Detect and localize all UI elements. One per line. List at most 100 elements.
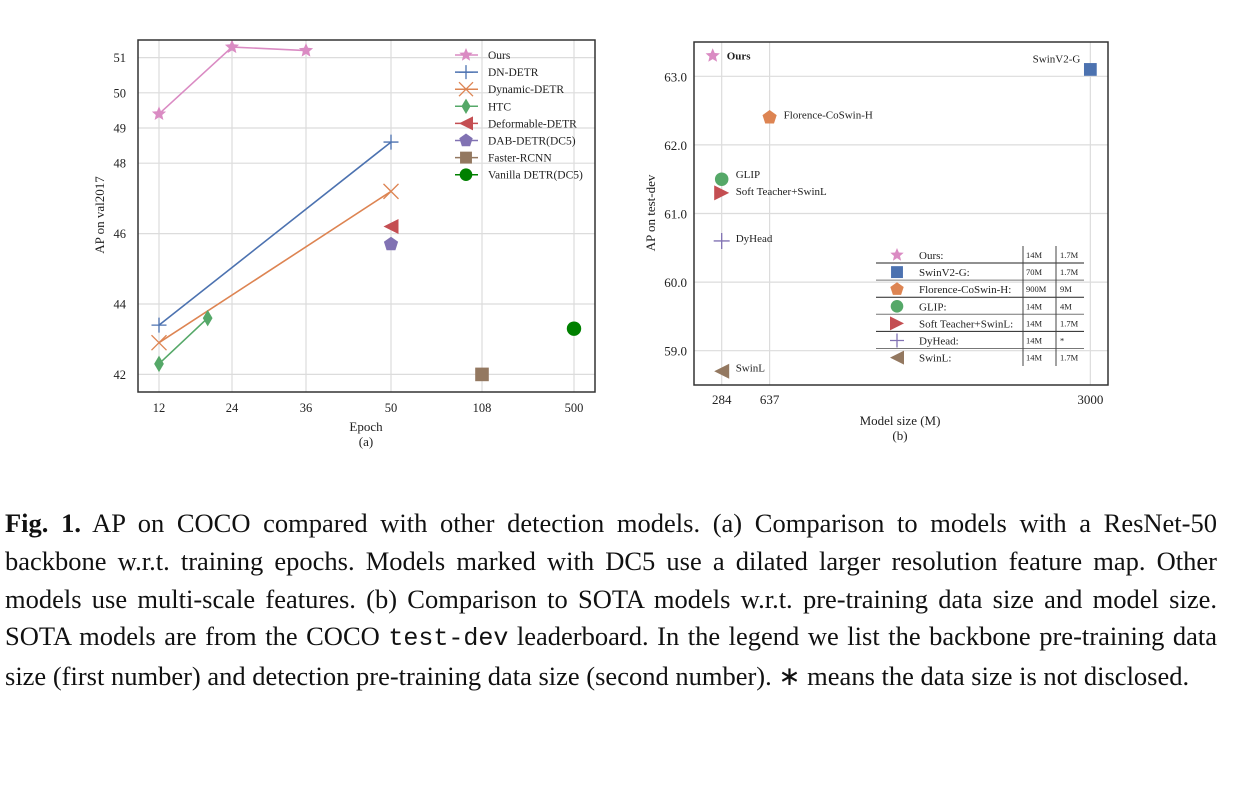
legend-marker xyxy=(459,133,473,147)
legend-marker xyxy=(459,168,473,181)
y-tick-label: 51 xyxy=(114,51,127,65)
plot-frame xyxy=(137,39,596,393)
legend-marker xyxy=(459,65,473,80)
legend-backbone-size: 14M xyxy=(1026,250,1043,260)
data-point xyxy=(762,110,777,124)
data-point xyxy=(705,48,720,62)
data-point xyxy=(714,363,730,379)
legend-marker xyxy=(459,116,473,131)
legend xyxy=(455,48,478,181)
legend-label: DyHead: xyxy=(919,336,959,348)
figure-caption: Fig. 1. AP on COCO compared with other d… xyxy=(5,505,1217,696)
x-tick-label: 36 xyxy=(300,401,313,415)
series-line xyxy=(158,190,392,344)
legend-label: SwinV2-G: xyxy=(919,267,970,279)
legend-label: HTC xyxy=(488,101,511,113)
legend-label: Soft Teacher+SwinL: xyxy=(919,318,1013,330)
legend-marker xyxy=(461,98,471,114)
legend-marker xyxy=(458,81,474,97)
legend-marker xyxy=(460,151,472,164)
legend-marker xyxy=(890,300,904,313)
x-tick-label: 284 xyxy=(712,392,732,407)
legend-backbone-size: 14M xyxy=(1026,301,1043,311)
legend-detection-size: 4M xyxy=(1060,301,1072,311)
plot-frame xyxy=(693,41,1109,386)
x-axis-label: Model size (M) xyxy=(860,413,941,428)
legend-label: DN-DETR xyxy=(488,67,539,79)
legend-marker xyxy=(890,350,904,365)
legend-label: Ours xyxy=(488,50,511,62)
legend-backbone-size: 70M xyxy=(1026,267,1043,277)
caption-text: AP on COCO compared with other detection… xyxy=(5,508,1217,652)
point-label: Florence-CoSwin-H xyxy=(784,109,873,121)
legend-detection-size: 1.7M xyxy=(1060,353,1079,363)
y-tick-label: 44 xyxy=(114,298,127,312)
data-point xyxy=(202,309,213,327)
x-tick-label: 50 xyxy=(385,401,398,415)
x-tick-label: 637 xyxy=(760,392,780,407)
chart-b xyxy=(693,41,1109,386)
data-point xyxy=(713,232,730,249)
series-line xyxy=(158,141,392,326)
data-point xyxy=(154,355,164,373)
legend-detection-size: 1.7M xyxy=(1060,267,1079,277)
point-label: DyHead xyxy=(736,233,773,245)
series-line xyxy=(158,317,209,365)
caption-label: Fig. 1. xyxy=(5,508,81,538)
data-point xyxy=(383,134,399,150)
data-point xyxy=(383,236,399,251)
legend-detection-size: 1.7M xyxy=(1060,250,1079,260)
x-tick-label: 12 xyxy=(153,401,166,415)
y-tick-label: 59.0 xyxy=(664,344,687,359)
panel-label: (b) xyxy=(892,428,907,443)
data-point xyxy=(383,219,399,235)
legend-detection-size: * xyxy=(1060,336,1064,346)
legend-marker xyxy=(890,316,904,331)
legend-marker xyxy=(890,248,904,261)
y-tick-label: 48 xyxy=(114,157,127,171)
legend-label: Ours: xyxy=(919,250,943,262)
legend-backbone-size: 14M xyxy=(1026,336,1043,346)
legend-label: Dynamic-DETR xyxy=(488,84,564,96)
x-tick-label: 500 xyxy=(565,401,584,415)
data-point xyxy=(714,185,730,201)
legend-marker xyxy=(891,266,903,279)
y-tick-label: 50 xyxy=(114,86,127,100)
x-tick-label: 108 xyxy=(473,401,492,415)
data-point xyxy=(151,334,167,351)
panel-label: (a) xyxy=(359,434,373,449)
point-label: Soft Teacher+SwinL xyxy=(736,186,827,198)
point-label: GLIP xyxy=(736,169,760,181)
data-point xyxy=(298,43,314,57)
data-point xyxy=(383,183,399,200)
y-tick-label: 49 xyxy=(114,122,127,136)
data-point xyxy=(566,321,582,336)
point-label: SwinV2-G xyxy=(1033,53,1081,65)
x-tick-label: 3000 xyxy=(1077,392,1103,407)
y-tick-label: 61.0 xyxy=(664,207,687,222)
legend-detection-size: 1.7M xyxy=(1060,318,1079,328)
data-point xyxy=(224,39,240,54)
figure: 12 24 36 50 108 500 42 44 46 48 49 50 51 Ours DN-DETR D… xyxy=(92,39,1109,449)
legend-label: SwinL: xyxy=(919,353,951,365)
x-tick-label: 24 xyxy=(226,401,239,415)
y-tick-label: 42 xyxy=(114,368,127,382)
legend-backbone-size: 14M xyxy=(1026,318,1043,328)
legend-label: Florence-CoSwin-H: xyxy=(919,284,1011,296)
y-axis-label: AP on val2017 xyxy=(92,176,107,254)
point-label: SwinL xyxy=(736,362,766,374)
legend-marker xyxy=(890,282,904,295)
legend-label: Deformable-DETR xyxy=(488,118,577,130)
y-tick-label: 60.0 xyxy=(664,275,687,290)
chart-a xyxy=(137,39,596,393)
caption-text-end: leaderboard. In the legend we list the b… xyxy=(5,621,1218,692)
legend-marker xyxy=(459,48,473,61)
data-point xyxy=(475,367,489,382)
point-label: Ours xyxy=(727,51,752,63)
legend-marker xyxy=(890,333,904,348)
caption-code: test-dev xyxy=(388,624,509,654)
legend-backbone-size: 900M xyxy=(1026,284,1047,294)
legend-label: DAB-DETR(DC5) xyxy=(488,136,576,148)
legend-label: Vanilla DETR(DC5) xyxy=(488,170,583,182)
legend-label: GLIP: xyxy=(919,301,947,313)
